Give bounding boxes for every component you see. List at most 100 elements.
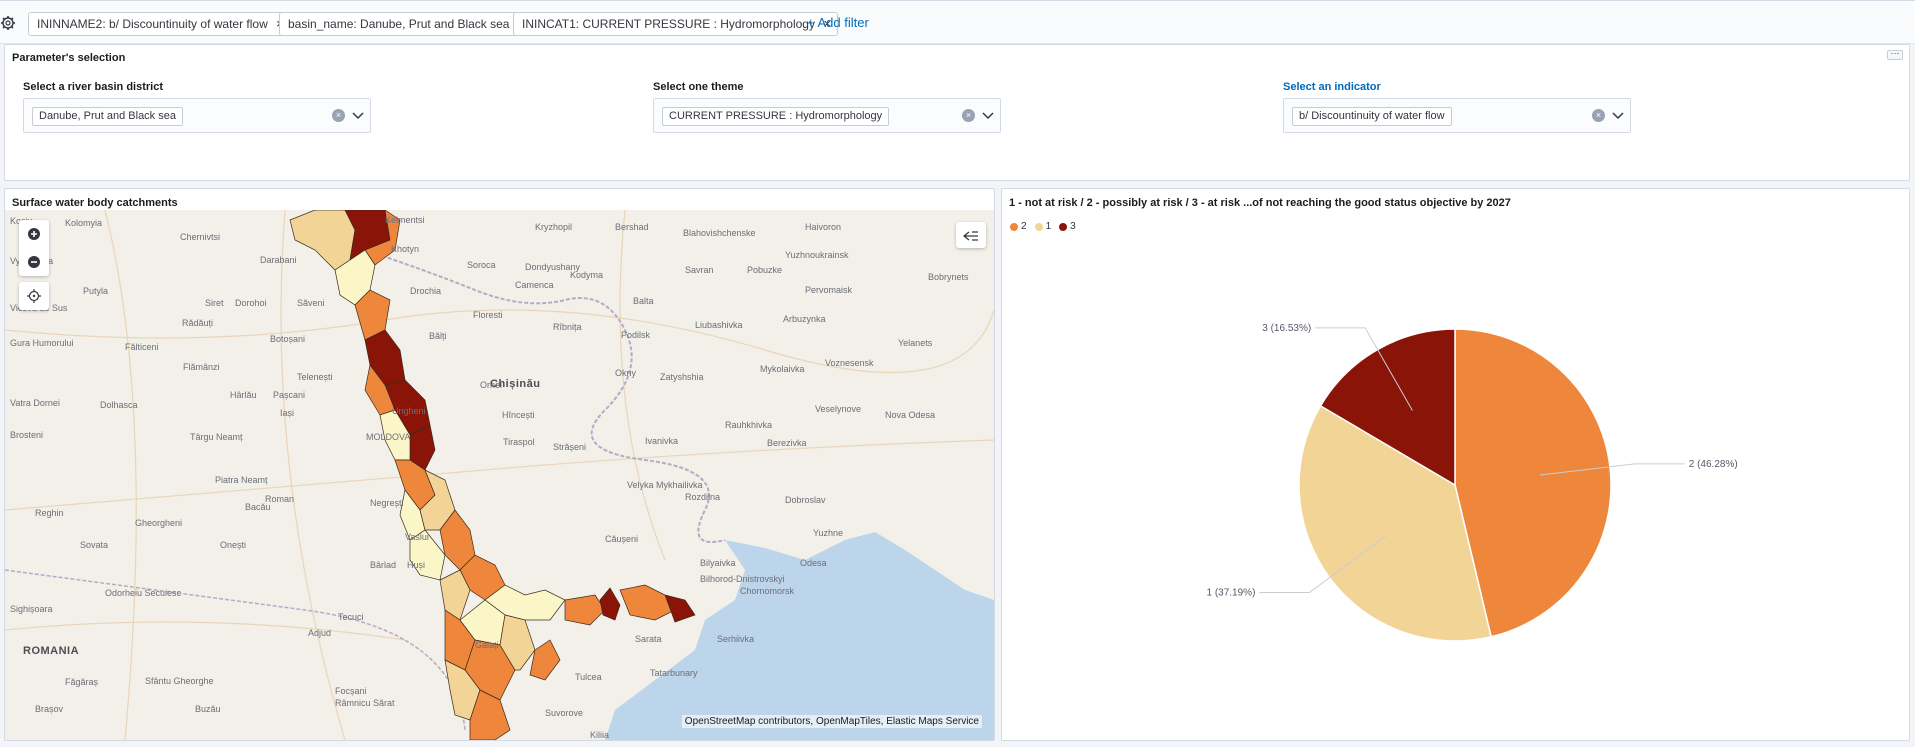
layer-toggle-button[interactable]	[956, 222, 986, 248]
map-place-label: Darabani	[260, 255, 297, 265]
clear-icon[interactable]: ×	[332, 109, 345, 122]
legend-item[interactable]: 2	[1010, 221, 1027, 232]
basin-label: Select a river basin district	[23, 81, 164, 93]
map-place-label: Bobrynets	[928, 272, 969, 282]
map-place-label: Chernivtsi	[180, 232, 221, 242]
map-place-label: Savran	[685, 265, 714, 275]
locate-button[interactable]	[19, 282, 49, 310]
map-place-label: Negrești	[370, 498, 404, 508]
indicator-select[interactable]: b/ Discountinuity of water flow ×	[1283, 98, 1631, 133]
map-place-label: Sovata	[80, 540, 109, 550]
zoom-out-button[interactable]	[19, 248, 49, 276]
map-place-label: Tecuci	[338, 612, 364, 622]
chevron-down-icon[interactable]	[981, 108, 995, 122]
map-place-label: Bacău	[245, 502, 271, 512]
map-place-label: Zatyshshia	[660, 372, 704, 382]
legend-label: 1	[1045, 221, 1052, 232]
map-place-label: Ungheni	[392, 406, 426, 416]
parameter-panel: Parameter's selection ··· Select a river…	[4, 44, 1910, 181]
map-place-label: Botoșani	[270, 334, 306, 344]
map-place-label: Brașov	[35, 704, 64, 714]
map-place-label: Vatra Dornei	[10, 398, 60, 408]
clear-icon[interactable]: ×	[962, 109, 975, 122]
close-icon[interactable]: ×	[823, 16, 831, 31]
pie-slice-label: 1 (37.19%)	[1206, 588, 1255, 599]
map-place-label: Chornomorsk	[740, 586, 795, 596]
map-place-label: Soroca	[467, 260, 496, 270]
map-place-label: Camenca	[515, 280, 554, 290]
filter-pill-label: ININCAT1: CURRENT PRESSURE : Hydromorpho…	[522, 17, 815, 31]
map-place-label: Voznesensk	[825, 358, 874, 368]
map-place-label: Serhiivka	[717, 634, 755, 644]
map-place-label: Bershad	[615, 222, 649, 232]
gear-icon[interactable]	[0, 15, 16, 31]
map-place-label: Galați	[475, 640, 499, 650]
filter-pill[interactable]: basin_name: Danube, Prut and Black sea ×	[279, 12, 533, 36]
crosshair-icon	[27, 289, 41, 303]
map-place-label: Bilyaivka	[700, 558, 736, 568]
map-place-label: Sarata	[635, 634, 662, 644]
map-place-label: Nova Odesa	[885, 410, 936, 420]
clear-icon[interactable]: ×	[1592, 109, 1605, 122]
zoom-in-button[interactable]	[19, 220, 49, 248]
legend-swatch	[1059, 222, 1068, 231]
basin-chip: Danube, Prut and Black sea	[32, 107, 183, 126]
map-place-label: Săveni	[297, 298, 325, 308]
chevron-down-icon[interactable]	[351, 108, 365, 122]
map-place-label: Kolomyia	[65, 218, 103, 228]
map-place-label: Pașcani	[273, 390, 306, 400]
map-place-label: Hârlău	[230, 390, 257, 400]
map-canvas[interactable]: Kosiv Kolomyia Chernivtsi Kelmentsi Khot…	[5, 210, 994, 740]
map-place-label: Balta	[633, 296, 654, 306]
legend-item[interactable]: 3	[1059, 221, 1076, 232]
map-place-label: Huși	[407, 560, 426, 570]
map-place-label: Arbuzynka	[783, 314, 826, 324]
pie-chart: 2 (46.28%) 1 (37.19%) 3 (16.53%)	[1206, 323, 1738, 642]
map-place-label: Bilhorod-Dnistrovskyi	[700, 574, 785, 584]
map-place-label: Haivoron	[805, 222, 842, 232]
map-attribution[interactable]: OpenStreetMap contributors, OpenMapTiles…	[681, 715, 982, 728]
map-place-label: Suvorove	[545, 708, 584, 718]
map-place-label: Hîncești	[502, 410, 535, 420]
map-place-label: Rozdilna	[685, 492, 721, 502]
legend-swatch	[1034, 222, 1043, 231]
plus-icon	[28, 228, 40, 240]
map-place-label: Pervomaisk	[805, 285, 853, 295]
map-place-label: Yuzhne	[813, 528, 844, 538]
legend-label: 3	[1070, 221, 1076, 232]
chevron-down-icon[interactable]	[1611, 108, 1625, 122]
minus-icon	[28, 256, 40, 268]
legend-item[interactable]: 1	[1034, 221, 1052, 232]
map-place-label: Dolhasca	[100, 400, 138, 410]
chart-legend: 2 1 3	[1010, 221, 1076, 232]
map-place-label: Putyla	[83, 286, 109, 296]
map-place-label: Bârlad	[370, 560, 397, 570]
chart-title: 1 - not at risk / 2 - possibly at risk /…	[1009, 197, 1511, 209]
map-place-label: Drochia	[410, 286, 442, 296]
filter-pill[interactable]: ININNAME2: b/ Discountinuity of water fl…	[28, 12, 291, 36]
basin-select[interactable]: Danube, Prut and Black sea ×	[23, 98, 371, 133]
map-place-label: Târgu Neamț	[190, 432, 243, 442]
map-place-label: Gheorgheni	[135, 518, 183, 528]
map-place-label: Focșani	[335, 686, 367, 696]
pie-leader-line	[1315, 327, 1413, 411]
map-place-label: Kiliia	[590, 730, 610, 740]
map-place-label: Piatra Neamț	[215, 475, 268, 485]
theme-select[interactable]: CURRENT PRESSURE : Hydromorphology ×	[653, 98, 1001, 133]
map-place-label: Ivanivka	[645, 436, 679, 446]
add-filter-button[interactable]: + Add filter	[807, 15, 869, 30]
map-place-label: Adjud	[308, 628, 332, 638]
map-place-label: Căușeni	[605, 534, 639, 544]
pie-leader-line	[1540, 463, 1685, 476]
map-place-label: Vaslui	[405, 532, 429, 542]
filter-pill-label: ININNAME2: b/ Discountinuity of water fl…	[37, 17, 268, 31]
map-place-label: Rîbnița	[553, 322, 582, 332]
panel-options-icon[interactable]: ···	[1887, 49, 1903, 60]
map-place-label: Khotyn	[391, 244, 420, 254]
filter-pill[interactable]: ININCAT1: CURRENT PRESSURE : Hydromorpho…	[513, 12, 838, 36]
theme-label: Select one theme	[653, 81, 744, 93]
map-place-label: Liubashivka	[695, 320, 743, 330]
pie-slice-label: 2 (46.28%)	[1689, 459, 1738, 470]
map-place-label: Orhei	[480, 380, 503, 390]
map-place-label: Rauhkhivka	[725, 420, 773, 430]
